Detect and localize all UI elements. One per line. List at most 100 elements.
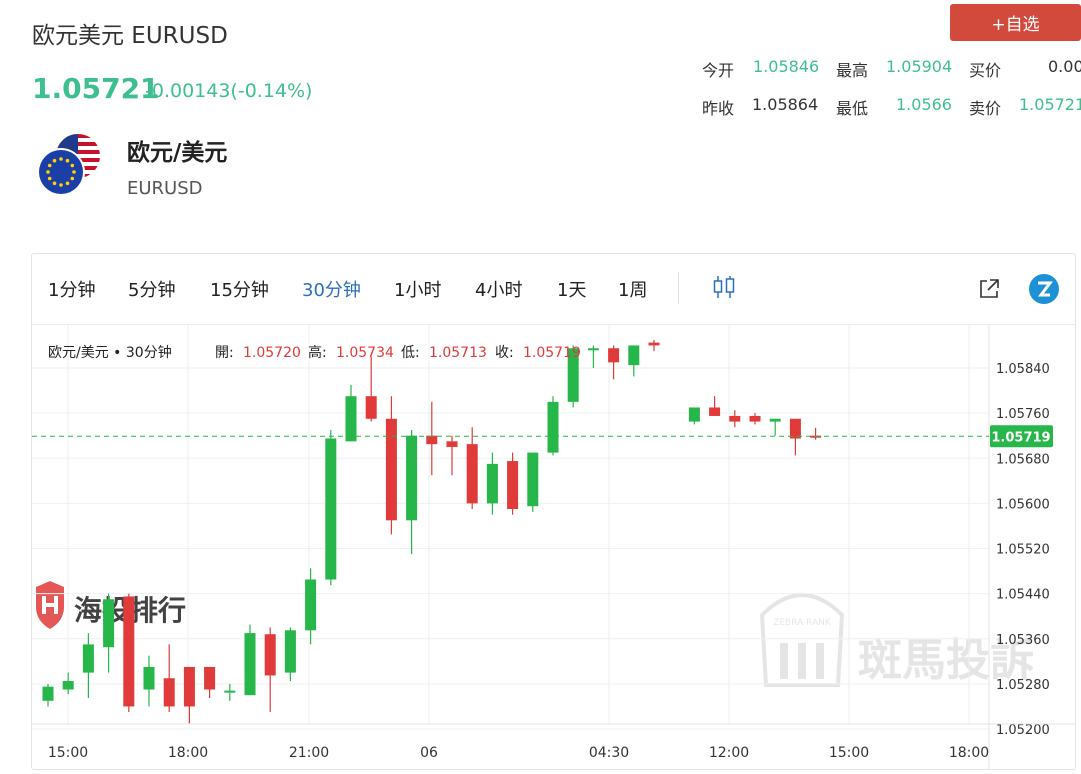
candle-body — [264, 634, 276, 676]
candle-body — [365, 396, 377, 419]
candle — [284, 627, 296, 682]
candle-body — [123, 596, 135, 707]
x-tick-label: 04:30 — [589, 745, 629, 761]
candle-body — [527, 452, 539, 507]
candle-body — [204, 666, 216, 690]
candle — [446, 435, 458, 476]
candle — [729, 410, 741, 428]
candle-body — [729, 415, 741, 422]
pair-name: 欧元/美元 — [127, 140, 228, 166]
candle — [103, 593, 115, 673]
candle — [406, 430, 418, 555]
candle-body — [547, 401, 559, 453]
tab-1min[interactable]: 1分钟 — [48, 280, 96, 301]
tab-4hour[interactable]: 4小时 — [475, 280, 523, 301]
x-tick-label: 15:00 — [48, 745, 88, 761]
candle-body — [769, 418, 781, 422]
candle-body — [385, 418, 397, 521]
bid-value: 0.00 — [1048, 57, 1081, 76]
candle — [204, 666, 216, 698]
tab-1day[interactable]: 1天 — [557, 280, 587, 301]
eur-usd-flag-icon — [34, 132, 104, 198]
legend-close: 1.05719 — [523, 345, 581, 361]
candle-body — [103, 599, 115, 648]
candle-body — [284, 630, 296, 673]
candle — [82, 633, 94, 698]
candle — [486, 452, 498, 515]
y-tick-label: 1.05440 — [996, 588, 1050, 603]
y-tick-label: 1.05360 — [996, 633, 1050, 648]
candle — [628, 345, 640, 377]
candle-body — [608, 348, 620, 363]
candle — [527, 452, 539, 512]
eu-flag-icon — [39, 150, 83, 194]
y-tick-label: 1.05840 — [996, 362, 1050, 377]
y-tick-label: 1.05680 — [996, 452, 1050, 467]
y-tick-label: 1.05520 — [996, 543, 1050, 558]
last-price-badge — [990, 425, 1053, 448]
tab-1week[interactable]: 1周 — [618, 280, 648, 301]
ask-value: 1.05721 — [1019, 95, 1081, 114]
candle — [426, 401, 438, 476]
candle — [305, 568, 317, 645]
candle-body — [325, 438, 337, 580]
candle — [688, 407, 700, 425]
candle — [648, 339, 660, 352]
low-label: 最低 — [836, 99, 869, 118]
candle — [244, 624, 256, 696]
y-tick-label: 1.05760 — [996, 407, 1050, 422]
candle — [587, 345, 599, 368]
zebra-logo-icon[interactable] — [1029, 274, 1059, 304]
tab-15min[interactable]: 15分钟 — [210, 280, 269, 301]
candle — [42, 683, 54, 707]
candle — [163, 644, 175, 713]
candle — [507, 452, 519, 515]
candle-body — [567, 348, 579, 402]
candle-body — [628, 345, 640, 366]
tab-5min[interactable]: 5分钟 — [128, 280, 176, 301]
ask-label: 卖价 — [969, 99, 1002, 118]
legend-high: 1.05734 — [336, 345, 394, 361]
candle-body — [648, 342, 660, 346]
legend-low-label: 低: — [401, 345, 420, 361]
candle-body — [42, 686, 54, 701]
chart-toolbar: 1分钟 5分钟 15分钟 30分钟 1小时 4小时 1天 1周 — [32, 254, 1075, 325]
candle-style-icon[interactable] — [712, 274, 736, 300]
legend-open-label: 開: — [215, 345, 234, 361]
candle-body — [163, 678, 175, 707]
legend-high-label: 高: — [308, 344, 327, 361]
candle-body — [587, 348, 599, 351]
candlestick-chart[interactable]: 海投排行 ZEBRA RANK 斑馬投訴 1.058401.057601.056… — [32, 325, 1075, 769]
candle-body — [709, 407, 721, 416]
candle — [123, 593, 135, 713]
candle — [224, 683, 236, 701]
candle-body — [749, 415, 761, 422]
candle — [709, 396, 721, 416]
x-tick-label: 21:00 — [289, 745, 329, 761]
y-tick-label: 1.05600 — [996, 497, 1050, 512]
candle — [789, 418, 801, 456]
chart-panel: 1分钟 5分钟 15分钟 30分钟 1小时 4小时 1天 1周 — [31, 253, 1076, 770]
svg-text:ZEBRA RANK: ZEBRA RANK — [773, 618, 832, 628]
open-label: 今开 — [702, 61, 735, 80]
add-watchlist-button[interactable]: +自选 — [950, 4, 1081, 41]
candle — [365, 356, 377, 422]
pair-code: EURUSD — [127, 178, 203, 199]
tab-1hour[interactable]: 1小时 — [394, 280, 442, 301]
y-tick-label: 1.05280 — [996, 678, 1050, 693]
candle — [345, 384, 357, 442]
ohlc-legend: 欧元/美元 • 30分钟 開: 1.05720 高: 1.05734 低: 1.… — [48, 344, 581, 361]
candle-body — [426, 435, 438, 445]
candle-body — [789, 418, 801, 439]
candle — [143, 655, 155, 707]
x-tick-label: 12:00 — [709, 745, 749, 761]
legend-close-label: 收: — [495, 345, 514, 361]
candle-body — [446, 441, 458, 447]
external-link-icon[interactable] — [978, 278, 1000, 300]
candle-body — [224, 690, 236, 693]
candle-body — [143, 666, 155, 690]
candle — [547, 396, 559, 456]
tab-30min[interactable]: 30分钟 — [302, 280, 361, 301]
candle — [264, 627, 276, 713]
candle — [325, 430, 337, 586]
